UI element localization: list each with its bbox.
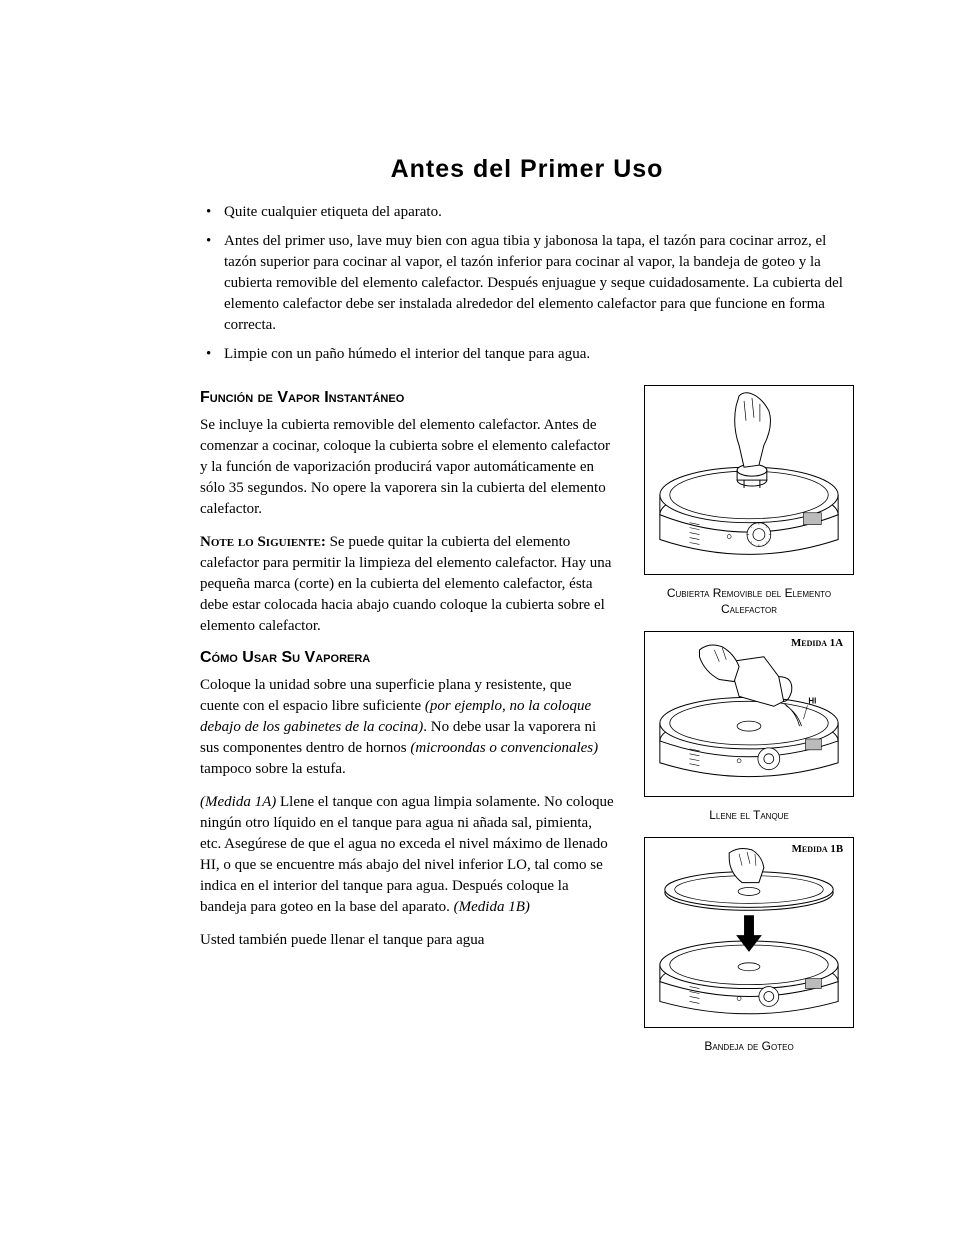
figure1-caption: Cubierta Removible del Elemento Calefact… xyxy=(644,586,854,617)
figure3-caption: Bandeja de Goteo xyxy=(644,1039,854,1055)
figure-drip-tray: Medida 1B xyxy=(644,837,854,1027)
text-run: tampoco sobre la estufa. xyxy=(200,761,346,777)
figure3-label: Medida 1B xyxy=(792,843,843,855)
figure-column: Cubierta Removible del Elemento Calefact… xyxy=(644,385,854,1068)
text-column: Función de Vapor Instantáneo Se incluye … xyxy=(200,385,614,1068)
page-title: Antes del Primer Uso xyxy=(200,155,854,184)
note-label: Note lo Siguiente: xyxy=(200,534,326,550)
hi-label: HI xyxy=(808,697,816,706)
step-ref: (Medida 1B) xyxy=(454,899,530,915)
section-heading-usar: Cómo Usar Su Vaporera xyxy=(200,649,614,667)
section2-para1: Coloque la unidad sobre una superficie p… xyxy=(200,675,614,780)
figure2-label: Medida 1A xyxy=(791,637,843,649)
figure-heater-cover xyxy=(644,385,854,575)
section1-para1: Se incluye la cubierta removible del ele… xyxy=(200,415,614,520)
section2-para3: Usted también puede llenar el tanque par… xyxy=(200,930,614,951)
bullet-item: Limpie con un paño húmedo el interior de… xyxy=(200,344,854,365)
step-ref: (Medida 1A) xyxy=(200,794,276,810)
bullet-item: Antes del primer uso, lave muy bien con … xyxy=(200,231,854,336)
section-heading-vapor: Función de Vapor Instantáneo xyxy=(200,389,614,407)
figure2-caption: Llene el Tanque xyxy=(644,808,854,824)
figure-fill-tank: Medida 1A HI xyxy=(644,631,854,796)
section1-note: Note lo Siguiente: Se puede quitar la cu… xyxy=(200,532,614,637)
section2-para2: (Medida 1A) Llene el tanque con agua lim… xyxy=(200,792,614,918)
text-italic: (microondas o convencionales) xyxy=(410,740,598,756)
bullet-item: Quite cualquier etiqueta del aparato. xyxy=(200,202,854,223)
intro-bullet-list: Quite cualquier etiqueta del aparato. An… xyxy=(200,202,854,365)
two-column-layout: Función de Vapor Instantáneo Se incluye … xyxy=(200,385,854,1068)
text-run: Llene el tanque con agua limpia solament… xyxy=(200,794,614,915)
